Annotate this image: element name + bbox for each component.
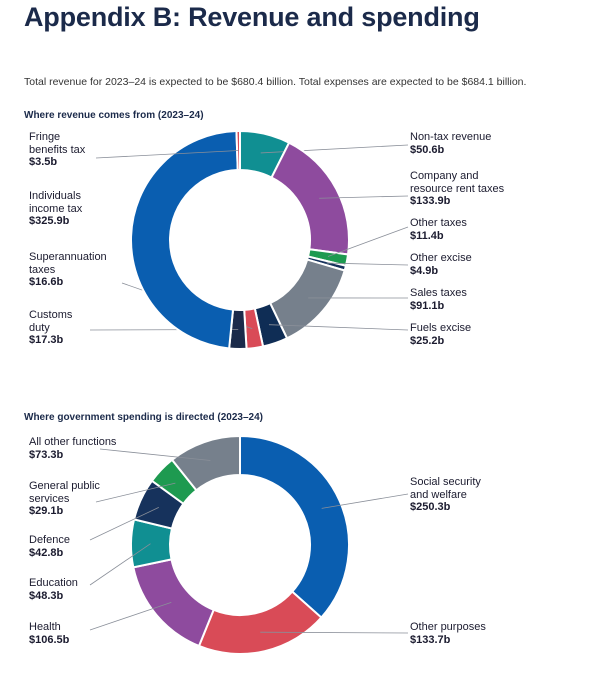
- spending-label-name-part: Social security: [410, 476, 481, 488]
- revenue-label-sales-taxes: Sales taxes $91.1b: [410, 287, 467, 312]
- spending-slice-health: [132, 558, 215, 648]
- revenue-label-individuals-income-tax: Individuals income tax $325.9b: [29, 190, 82, 228]
- spending-leader-defence: [89, 507, 159, 541]
- spending-label-name-part: Education: [29, 577, 78, 589]
- revenue-label-name-part: Other taxes: [410, 217, 467, 229]
- spending-label-value: $29.1b: [29, 505, 64, 517]
- spending-label-name-part: Health: [29, 621, 61, 633]
- revenue-label-value: $50.6b: [410, 143, 445, 156]
- revenue-label-name-part: Other excise: [410, 252, 472, 264]
- revenue-label-value: $91.1b: [410, 299, 445, 312]
- spending-label-name-part: and welfare: [410, 488, 467, 501]
- revenue-label-fuels-excise: Fuels excise $25.2b: [410, 322, 471, 347]
- revenue-leader-fringe-benefits-tax: [95, 150, 239, 159]
- revenue-label-superannuation-taxes: Superannuation taxes $16.6b: [29, 251, 107, 289]
- revenue-label-name-part: Customs: [29, 309, 73, 321]
- revenue-leader-other-taxes: [327, 226, 409, 257]
- spending-chart-title: Where government spending is directed (2…: [24, 412, 263, 423]
- revenue-label-name-part: benefits tax: [29, 143, 86, 156]
- spending-label-value: $48.3b: [29, 589, 64, 602]
- spending-label-value: $42.8b: [29, 546, 64, 559]
- revenue-label-other-excise: Other excise $4.9b: [410, 252, 472, 277]
- spending-leader-general-public-services: [95, 482, 176, 503]
- spending-leader-social-security-and-welfare: [321, 493, 409, 509]
- revenue-label-non-tax-revenue: Non-tax revenue $50.6b: [410, 131, 491, 156]
- spending-label-value: $106.5b: [29, 633, 70, 646]
- spending-label-value: $133.7b: [410, 633, 451, 646]
- revenue-label-company-and-resource-rent-taxes: Company and resource rent taxes $133.9b: [410, 170, 504, 208]
- revenue-label-value: $133.9b: [410, 195, 451, 207]
- revenue-label-value: $325.9b: [29, 215, 70, 227]
- spending-label-value: $250.3b: [410, 501, 451, 513]
- revenue-label-value: $16.6b: [29, 276, 64, 288]
- page-title: Appendix B: Revenue and spending: [24, 2, 480, 32]
- revenue-leader-fuels-excise: [268, 324, 409, 331]
- revenue-label-name-part: Fringe: [29, 131, 61, 143]
- spending-label-name-part: services: [29, 492, 70, 505]
- revenue-label-fringe-benefits-tax: Fringe benefits tax $3.5b: [29, 131, 85, 169]
- revenue-slice-individuals-income-tax: [130, 130, 239, 350]
- revenue-label-value: $17.3b: [29, 334, 64, 346]
- spending-leader-all-other-functions: [99, 448, 211, 461]
- revenue-label-name-part: Fuels excise: [410, 322, 472, 334]
- spending-leader-health: [89, 601, 172, 631]
- revenue-label-name-part: Company and: [410, 170, 479, 182]
- spending-label-social-security-and-welfare: Social security and welfare $250.3b: [410, 476, 481, 514]
- revenue-label-name-part: Individuals: [29, 190, 81, 202]
- spending-label-health: Health $106.5b: [29, 621, 69, 646]
- spending-label-name-part: Defence: [29, 534, 70, 546]
- spending-label-other-purposes: Other purposes $133.7b: [410, 621, 486, 646]
- revenue-label-other-taxes: Other taxes $11.4b: [410, 217, 467, 242]
- revenue-label-value: $4.9b: [410, 264, 439, 277]
- revenue-label-name-part: duty: [29, 321, 50, 334]
- revenue-label-name-part: Non-tax revenue: [410, 131, 492, 143]
- spending-slice-other-purposes: [197, 590, 323, 655]
- spending-slice-social-security-and-welfare: [239, 434, 350, 619]
- revenue-chart-title: Where revenue comes from (2023–24): [24, 110, 204, 121]
- spending-label-all-other-functions: All other functions $73.3b: [29, 436, 116, 461]
- revenue-label-name-part: resource rent taxes: [410, 182, 505, 195]
- spending-label-name-part: General public: [29, 480, 100, 492]
- revenue-label-customs-duty: Customs duty $17.3b: [29, 309, 72, 347]
- revenue-label-value: $3.5b: [29, 156, 58, 168]
- revenue-slice-company-and-resource-rent-taxes: [270, 141, 350, 256]
- spending-label-value: $73.3b: [29, 448, 64, 461]
- revenue-label-name-part: taxes: [29, 263, 56, 276]
- spending-leader-other-purposes: [260, 631, 409, 634]
- revenue-label-value: $11.4b: [410, 229, 444, 242]
- spending-label-name-part: All other functions: [29, 436, 117, 448]
- revenue-leader-company-and-resource-rent-taxes: [319, 195, 409, 199]
- spending-leader-education: [89, 543, 151, 586]
- revenue-label-value: $25.2b: [410, 334, 445, 347]
- spending-label-education: Education $48.3b: [29, 577, 78, 602]
- revenue-label-name-part: Sales taxes: [410, 287, 467, 299]
- revenue-leader-other-excise: [326, 262, 409, 266]
- spending-slice-all-other-functions: [170, 434, 241, 492]
- spending-label-name-part: Other purposes: [410, 621, 486, 633]
- intro-text: Total revenue for 2023–24 is expected to…: [24, 76, 527, 88]
- spending-label-general-public-services: General public services $29.1b: [29, 480, 100, 518]
- revenue-label-name-part: Superannuation: [29, 251, 107, 263]
- spending-label-defence: Defence $42.8b: [29, 534, 70, 559]
- revenue-label-name-part: income tax: [29, 202, 83, 215]
